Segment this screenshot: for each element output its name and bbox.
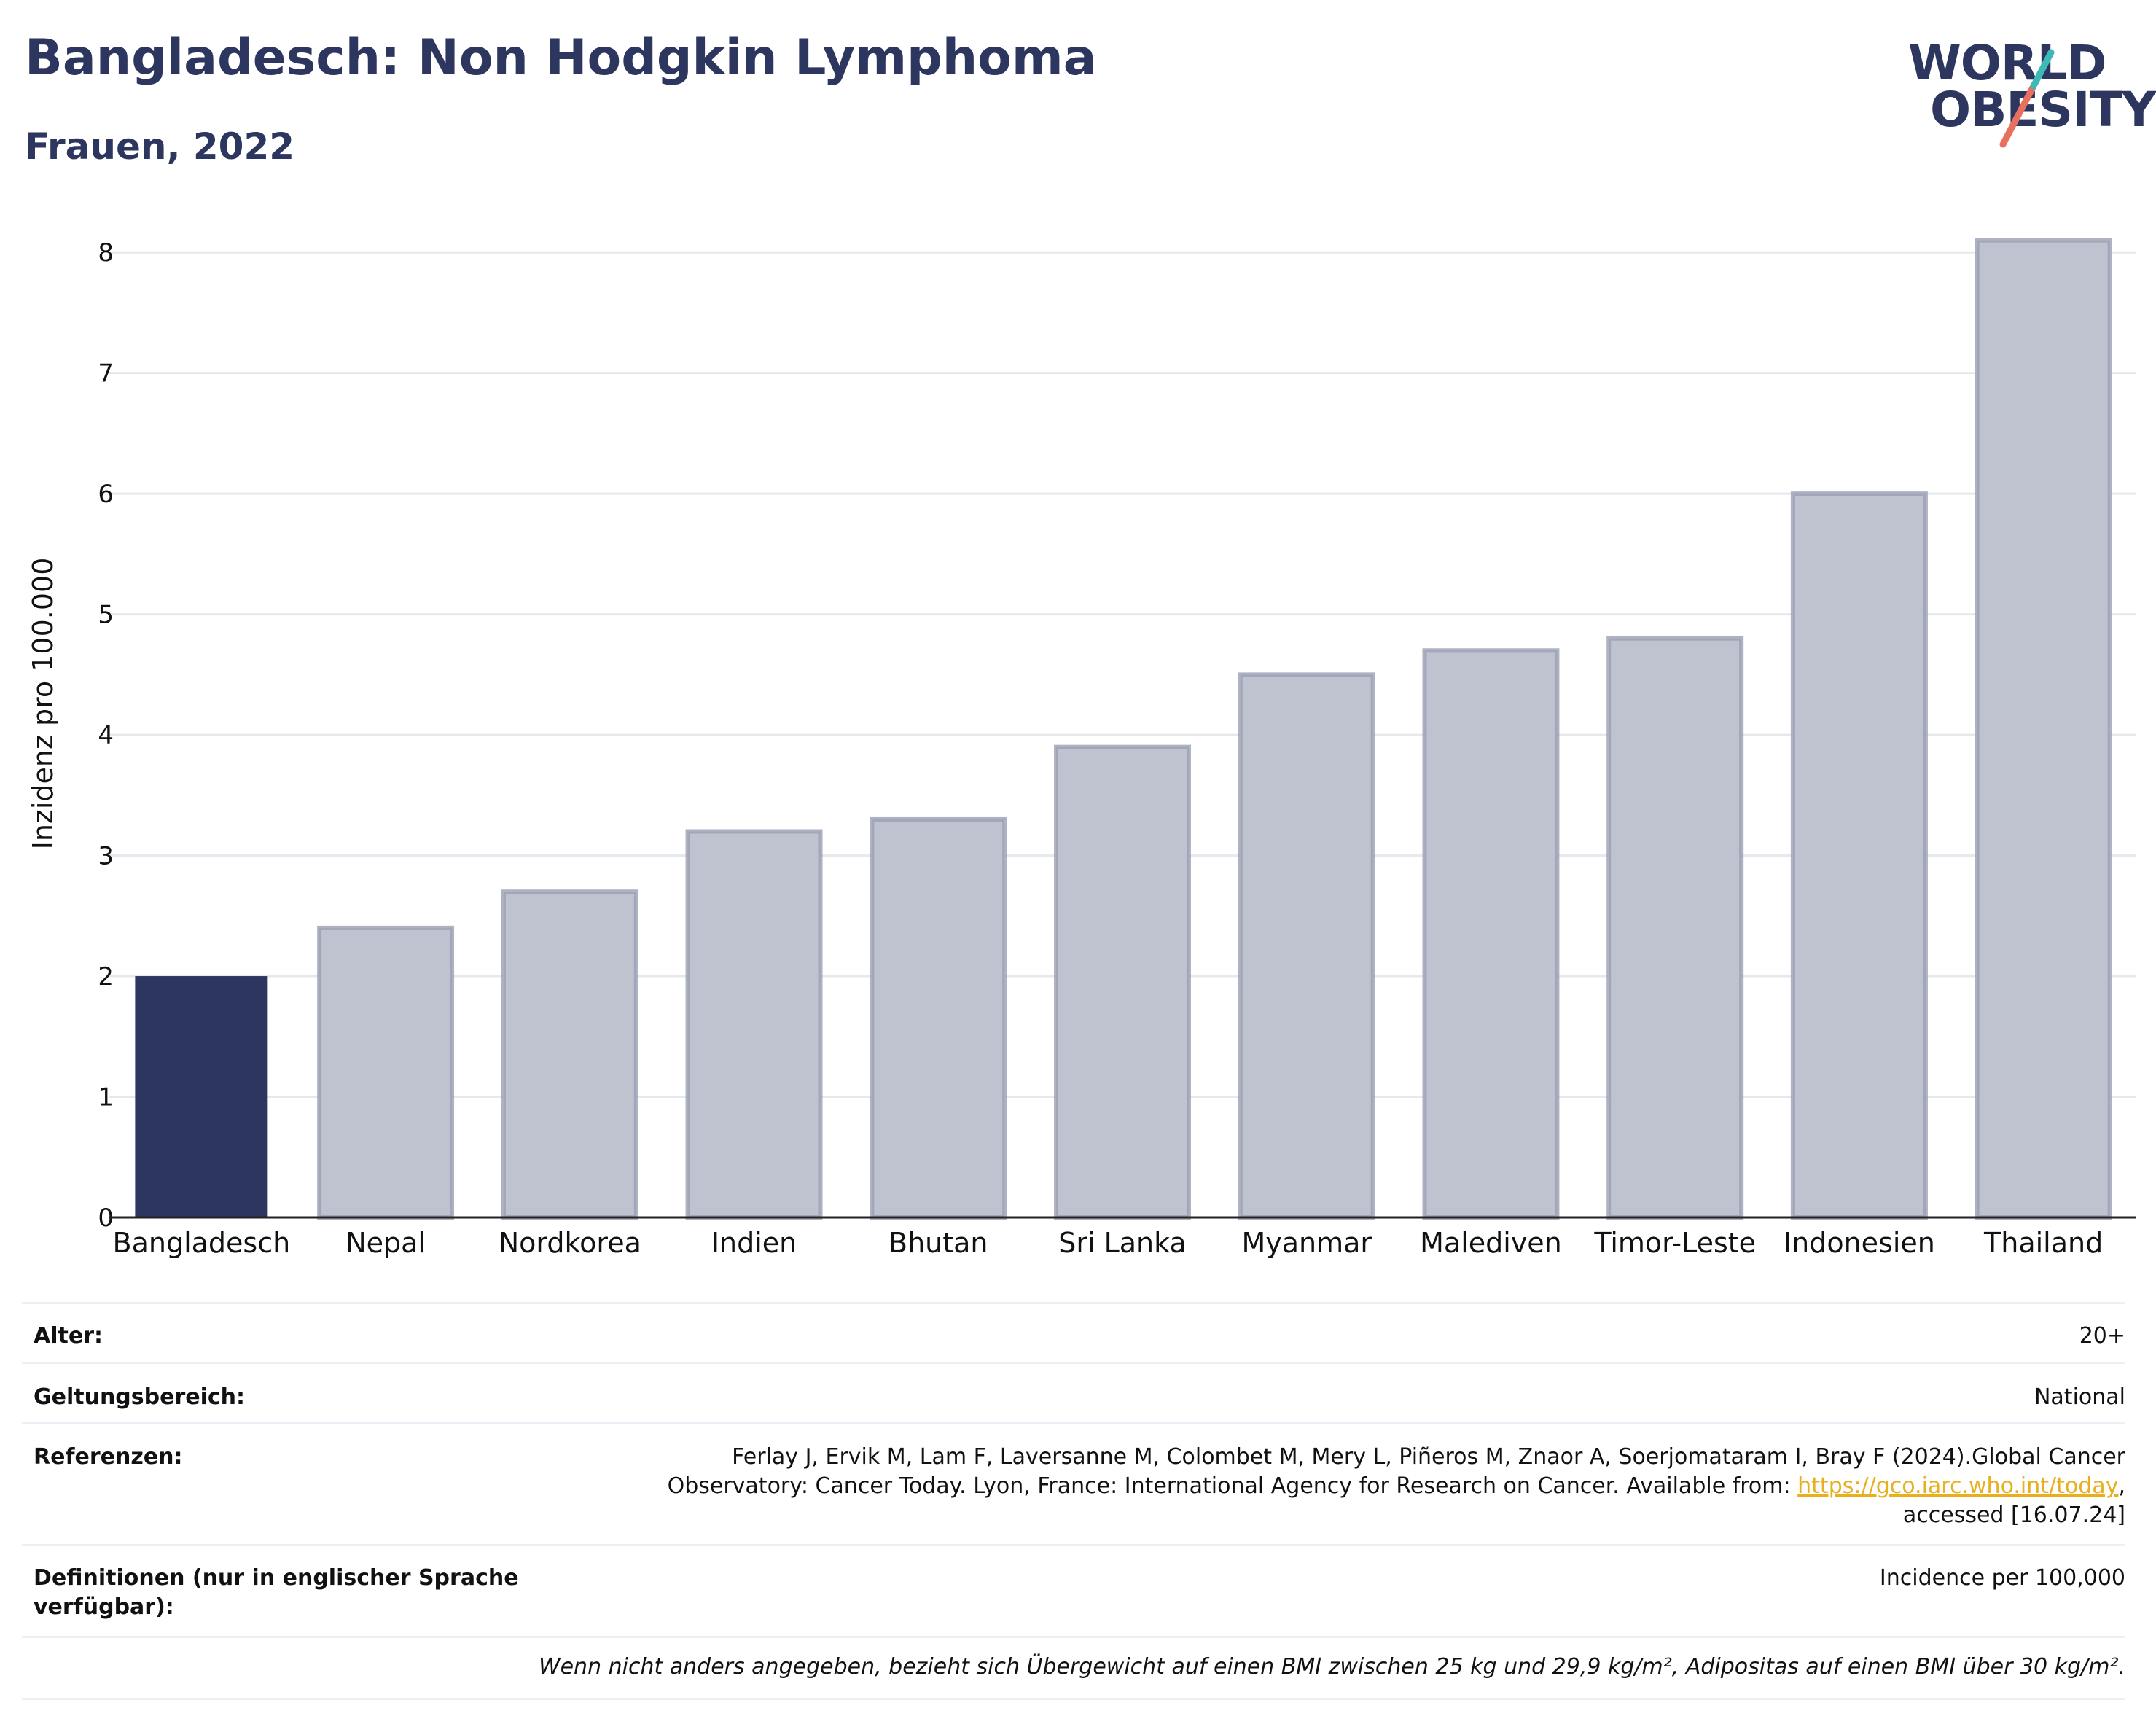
bar-indien: [685, 829, 823, 1220]
bar-sri-lanka: [1054, 744, 1191, 1220]
meta-key-references: Referenzen:: [34, 1444, 183, 1470]
bar-nepal: [317, 925, 455, 1220]
meta-value-definitions: Incidence per 100,000: [1879, 1565, 2125, 1591]
world-obesity-logo: WORLD OBESITY: [1895, 35, 2156, 159]
x-tick-label: Indonesien: [1784, 1227, 1935, 1259]
y-tick-label: 8: [98, 238, 114, 268]
bar-myanmar: [1238, 672, 1375, 1220]
y-tick-label: 1: [98, 1083, 114, 1112]
x-tick-label: Malediven: [1420, 1227, 1562, 1259]
chart-title: Bangladesch: Non Hodgkin Lymphoma: [25, 29, 1097, 87]
meta-key-age: Alter:: [34, 1323, 103, 1349]
meta-row-definitions: Definitionen (nur in englischer Sprache …: [22, 1544, 2125, 1637]
x-tick-label: Bangladesch: [113, 1227, 291, 1259]
reference-link[interactable]: https://gco.iarc.who.int/today: [1797, 1473, 2119, 1499]
definitions-key-line-1: Definitionen (nur in englischer Sprache: [34, 1565, 519, 1591]
y-tick-label: 4: [98, 721, 114, 750]
bar-indonesien: [1790, 491, 1928, 1220]
definitions-key-line-2: verfügbar):: [34, 1594, 174, 1620]
reference-line-2-text: Observatory: Cancer Today. Lyon, France:…: [667, 1473, 1798, 1499]
x-tick-label: Nepal: [345, 1227, 426, 1259]
logo-slash-icon: [1999, 49, 2055, 148]
bmi-note: Wenn nicht anders angegeben, bezieht sic…: [538, 1654, 2125, 1680]
bar-timor-leste: [1606, 636, 1744, 1220]
x-tick-label: Indien: [711, 1227, 797, 1259]
bar-bhutan: [870, 816, 1007, 1220]
meta-row-age: Alter: 20+: [22, 1302, 2125, 1362]
chart-subtitle: Frauen, 2022: [25, 125, 295, 168]
y-tick-label: 3: [98, 842, 114, 871]
reference-line-2-end: ,: [2118, 1473, 2125, 1499]
bar-chart: 0 1 2 3 4 5 6 7 8 Inzidenz pro 100.000 Bangladesch…: [27, 238, 2136, 1259]
x-tick-label: Bhutan: [888, 1227, 988, 1259]
y-axis-label: Inzidenz pro 100.000: [27, 558, 59, 850]
meta-row-note: Wenn nicht anders angegeben, bezieht sic…: [22, 1636, 2125, 1700]
x-tick-label: Myanmar: [1241, 1227, 1372, 1259]
meta-key-definitions: Definitionen (nur in englischer Sprache …: [34, 1564, 519, 1622]
bar-thailand: [1975, 238, 2112, 1220]
y-tick-label: 2: [98, 962, 114, 991]
bar-bangladesch: [135, 976, 268, 1217]
meta-value-age: 20+: [2079, 1323, 2125, 1349]
y-tick-label: 5: [98, 601, 114, 630]
y-tick-label: 6: [98, 480, 114, 509]
meta-row-references: Referenzen: Ferlay J, Ervik M, Lam F, La…: [22, 1422, 2125, 1545]
x-tick-label: Timor-Leste: [1593, 1227, 1756, 1259]
bar-nordkorea: [501, 889, 638, 1220]
reference-line-1: Ferlay J, Ervik M, Lam F, Laversanne M, …: [732, 1444, 2125, 1470]
reference-line-2: Observatory: Cancer Today. Lyon, France:…: [668, 1472, 2125, 1501]
meta-row-scope: Geltungsbereich: National: [22, 1362, 2125, 1422]
x-tick-label: Sri Lanka: [1058, 1227, 1187, 1259]
meta-key-scope: Geltungsbereich:: [34, 1384, 246, 1410]
logo-line-1: WORLD: [1908, 35, 2107, 91]
meta-value-references: Ferlay J, Ervik M, Lam F, Laversanne M, …: [668, 1443, 2125, 1530]
meta-value-scope: National: [2034, 1384, 2125, 1410]
bar-malediven: [1422, 648, 1560, 1220]
y-tick-label: 7: [98, 359, 114, 389]
x-tick-label: Nordkorea: [499, 1227, 641, 1259]
x-tick-label: Thailand: [1983, 1227, 2103, 1259]
y-tick-label: 0: [98, 1204, 114, 1233]
logo-line-2: OBESITY: [1930, 82, 2156, 138]
reference-line-3: accessed [16.07.24]: [1902, 1502, 2125, 1528]
